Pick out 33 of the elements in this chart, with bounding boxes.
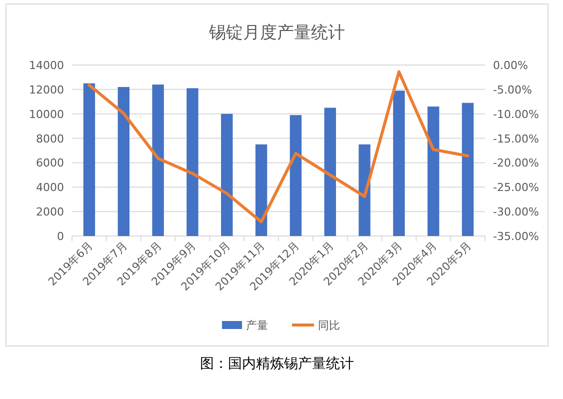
- y-tick-label: 8000: [36, 132, 64, 146]
- y2-tick-label: -25.00%: [493, 181, 539, 194]
- bar: [186, 88, 198, 236]
- y-tick-label: 0: [57, 230, 64, 243]
- bar: [255, 144, 268, 236]
- y-tick-label: 2000: [36, 206, 64, 219]
- legend-label: 产量: [246, 319, 268, 332]
- y-tick-label: 6000: [36, 156, 64, 170]
- y-tick-label: 14000: [29, 59, 64, 72]
- bar: [83, 83, 96, 236]
- bar: [152, 84, 164, 236]
- line-series: [88, 70, 470, 224]
- y2-tick-label: -5.00%: [493, 83, 532, 96]
- chart-title: 锡锭月度产量统计: [208, 23, 345, 43]
- y-tick-label: 10000: [29, 108, 64, 121]
- bar: [428, 106, 440, 236]
- text: 图：国内精炼锡产量统计: [200, 356, 354, 372]
- bar: [221, 114, 233, 236]
- bar: [462, 102, 474, 236]
- y-tick-label: 4000: [36, 181, 64, 194]
- y-tick-label: 12000: [29, 83, 64, 96]
- y2-tick-label: -10.00%: [493, 108, 539, 121]
- bar: [118, 86, 130, 236]
- bar: [324, 108, 336, 236]
- y2-tick-label: -20.00%: [493, 156, 539, 170]
- bar: [393, 90, 405, 236]
- y2-tick-label: 0.00%: [493, 59, 528, 72]
- bar: [290, 115, 302, 236]
- legend-label: 同比: [318, 319, 340, 332]
- y2-tick-label: -30.00%: [493, 206, 539, 219]
- y2-tick-label: -35.00%: [493, 230, 539, 243]
- bar: [358, 144, 370, 236]
- y2-tick-label: -15.00%: [493, 132, 539, 146]
